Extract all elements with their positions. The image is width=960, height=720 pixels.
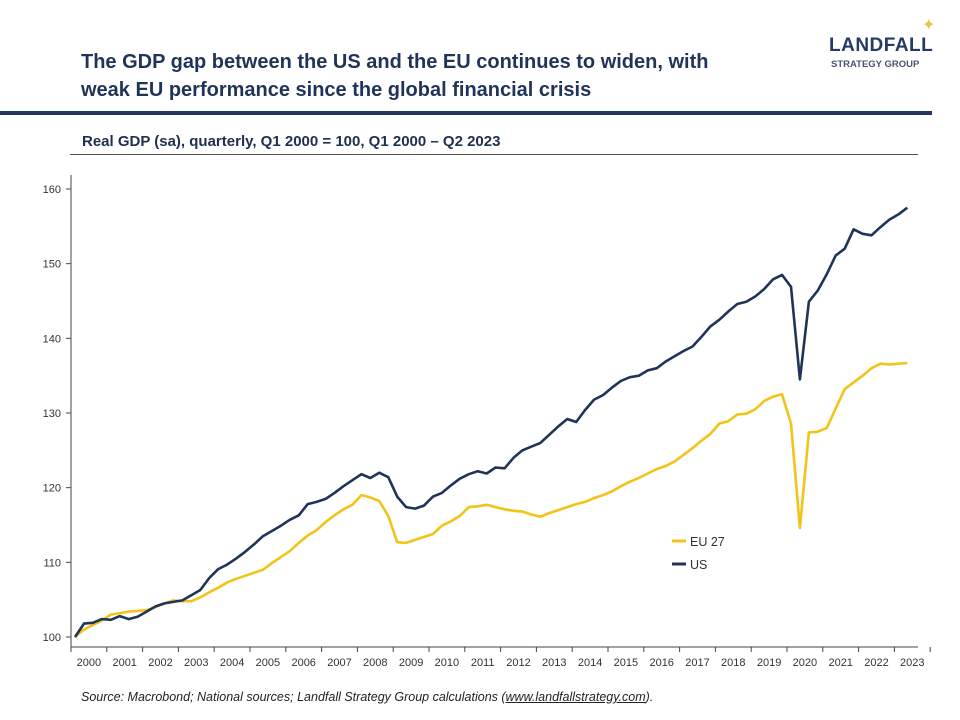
x-tick-label: 2012 xyxy=(506,657,530,669)
x-tick-label: 2014 xyxy=(578,657,602,669)
x-tick-label: 2018 xyxy=(721,657,745,669)
legend-label: US xyxy=(690,558,707,572)
x-tick-label: 2013 xyxy=(542,657,566,669)
x-tick-label: 2010 xyxy=(435,657,459,669)
chart-title-divider xyxy=(70,154,918,155)
header-divider xyxy=(0,111,932,115)
source-note: Source: Macrobond; National sources; Lan… xyxy=(81,690,653,705)
series-line-us xyxy=(73,206,909,638)
y-tick-label: 160 xyxy=(43,184,61,196)
x-tick-label: 2005 xyxy=(256,657,280,669)
x-tick-label: 2007 xyxy=(327,657,351,669)
x-tick-label: 2004 xyxy=(220,657,244,669)
source-suffix: ). xyxy=(645,690,654,704)
y-tick-label: 130 xyxy=(43,408,61,420)
x-tick-label: 2001 xyxy=(112,657,136,669)
logo-main-text: LANDFALL xyxy=(829,35,934,56)
x-tick-label: 2016 xyxy=(649,657,673,669)
x-tick-label: 2019 xyxy=(757,657,781,669)
y-tick-label: 150 xyxy=(43,259,61,271)
legend-label: EU 27 xyxy=(690,535,725,549)
logo-sub-text: STRATEGY GROUP xyxy=(831,59,920,70)
x-tick-label: 2008 xyxy=(363,657,387,669)
series-line-eu-27 xyxy=(74,361,908,638)
x-tick-label: 2023 xyxy=(900,657,924,669)
y-tick-label: 140 xyxy=(43,333,61,345)
x-tick-label: 2006 xyxy=(291,657,315,669)
x-tick-label: 2002 xyxy=(148,657,172,669)
x-tick-label: 2009 xyxy=(399,657,423,669)
x-tick-label: 2015 xyxy=(614,657,638,669)
title-line-1: The GDP gap between the US and the EU co… xyxy=(81,51,709,73)
page-title: The GDP gap between the US and the EU co… xyxy=(81,48,811,104)
y-tick-label: 110 xyxy=(43,557,61,569)
x-tick-label: 2011 xyxy=(471,657,495,669)
source-prefix: Source: Macrobond; National sources; Lan… xyxy=(81,690,506,704)
y-tick-label: 120 xyxy=(43,483,61,495)
source-link[interactable]: www.landfallstrategy.com xyxy=(505,690,646,704)
x-tick-label: 2003 xyxy=(184,657,208,669)
x-tick-label: 2000 xyxy=(77,657,101,669)
x-tick-label: 2020 xyxy=(793,657,817,669)
star-icon: ✦ xyxy=(922,17,936,34)
chart-title: Real GDP (sa), quarterly, Q1 2000 = 100,… xyxy=(82,133,501,150)
x-tick-label: 2021 xyxy=(828,657,852,669)
title-line-2: weak EU performance since the global fin… xyxy=(81,79,592,101)
x-tick-label: 2022 xyxy=(864,657,888,669)
landfall-logo: ✦ LANDFALL STRATEGY GROUP xyxy=(826,18,936,82)
y-tick-label: 100 xyxy=(43,632,61,644)
x-tick-label: 2017 xyxy=(685,657,709,669)
